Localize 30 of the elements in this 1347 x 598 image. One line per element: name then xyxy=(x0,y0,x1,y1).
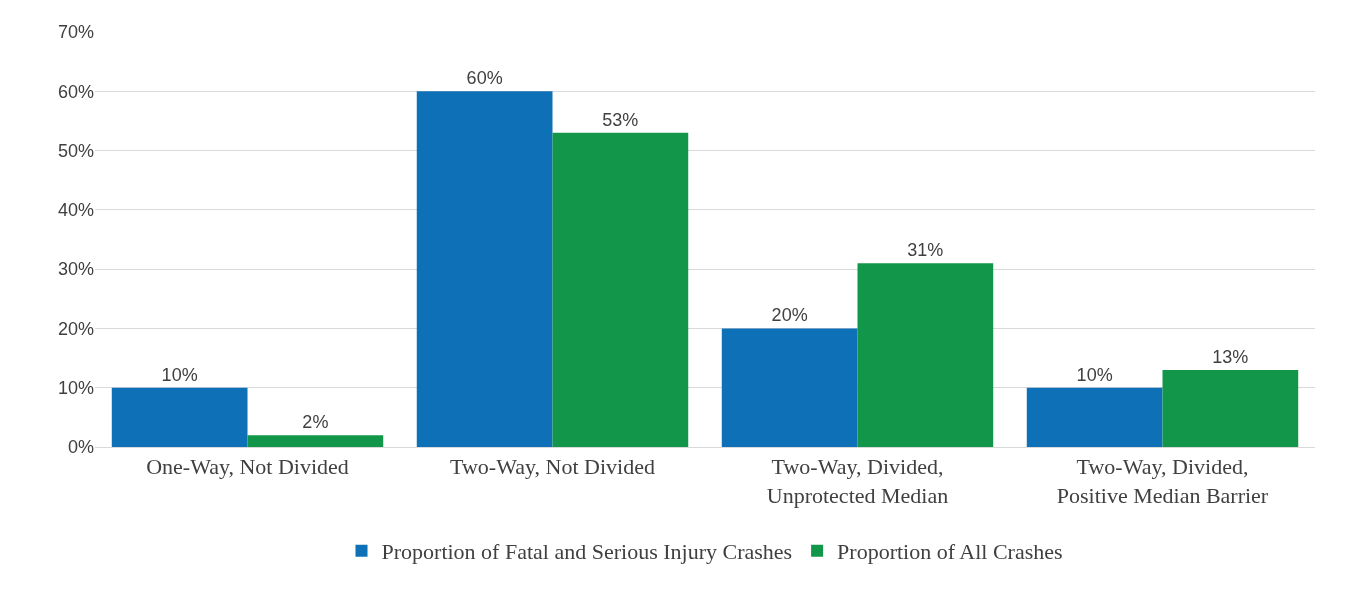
y-tick-label: 40% xyxy=(57,200,94,221)
bar xyxy=(247,435,384,447)
x-tick-label: Two-Way, Divided, Unprotected Median xyxy=(766,454,949,508)
bar xyxy=(416,91,553,447)
data-label: 10% xyxy=(161,364,198,385)
data-label: 20% xyxy=(771,305,808,326)
data-label: 31% xyxy=(907,240,944,261)
data-label: 10% xyxy=(1076,364,1113,385)
data-label: 13% xyxy=(1212,346,1249,367)
y-tick-label: 30% xyxy=(57,259,94,280)
bar xyxy=(111,387,248,447)
bar xyxy=(721,328,858,447)
data-label: 2% xyxy=(302,412,329,433)
legend-label: Proportion of Fatal and Serious Injury Crashes xyxy=(381,539,793,565)
y-tick-label: 0% xyxy=(67,437,94,458)
y-tick-label: 10% xyxy=(57,378,94,399)
bar xyxy=(552,132,689,447)
data-label: 53% xyxy=(602,109,639,130)
bar xyxy=(1026,387,1163,447)
y-tick-label: 70% xyxy=(57,22,94,43)
x-tick-label: Two-Way, Divided, Positive Median Barrier xyxy=(1056,454,1269,508)
y-tick-label: 20% xyxy=(57,318,94,339)
legend-label: Proportion of All Crashes xyxy=(837,539,1063,565)
y-tick-label: 60% xyxy=(57,81,94,102)
data-label: 60% xyxy=(466,68,503,89)
y-tick-label: 50% xyxy=(57,140,94,161)
x-tick-label: Two-Way, Not Divided xyxy=(450,454,655,480)
x-tick-label: One-Way, Not Divided xyxy=(146,454,349,480)
bar xyxy=(1162,369,1299,447)
bar xyxy=(857,263,994,447)
